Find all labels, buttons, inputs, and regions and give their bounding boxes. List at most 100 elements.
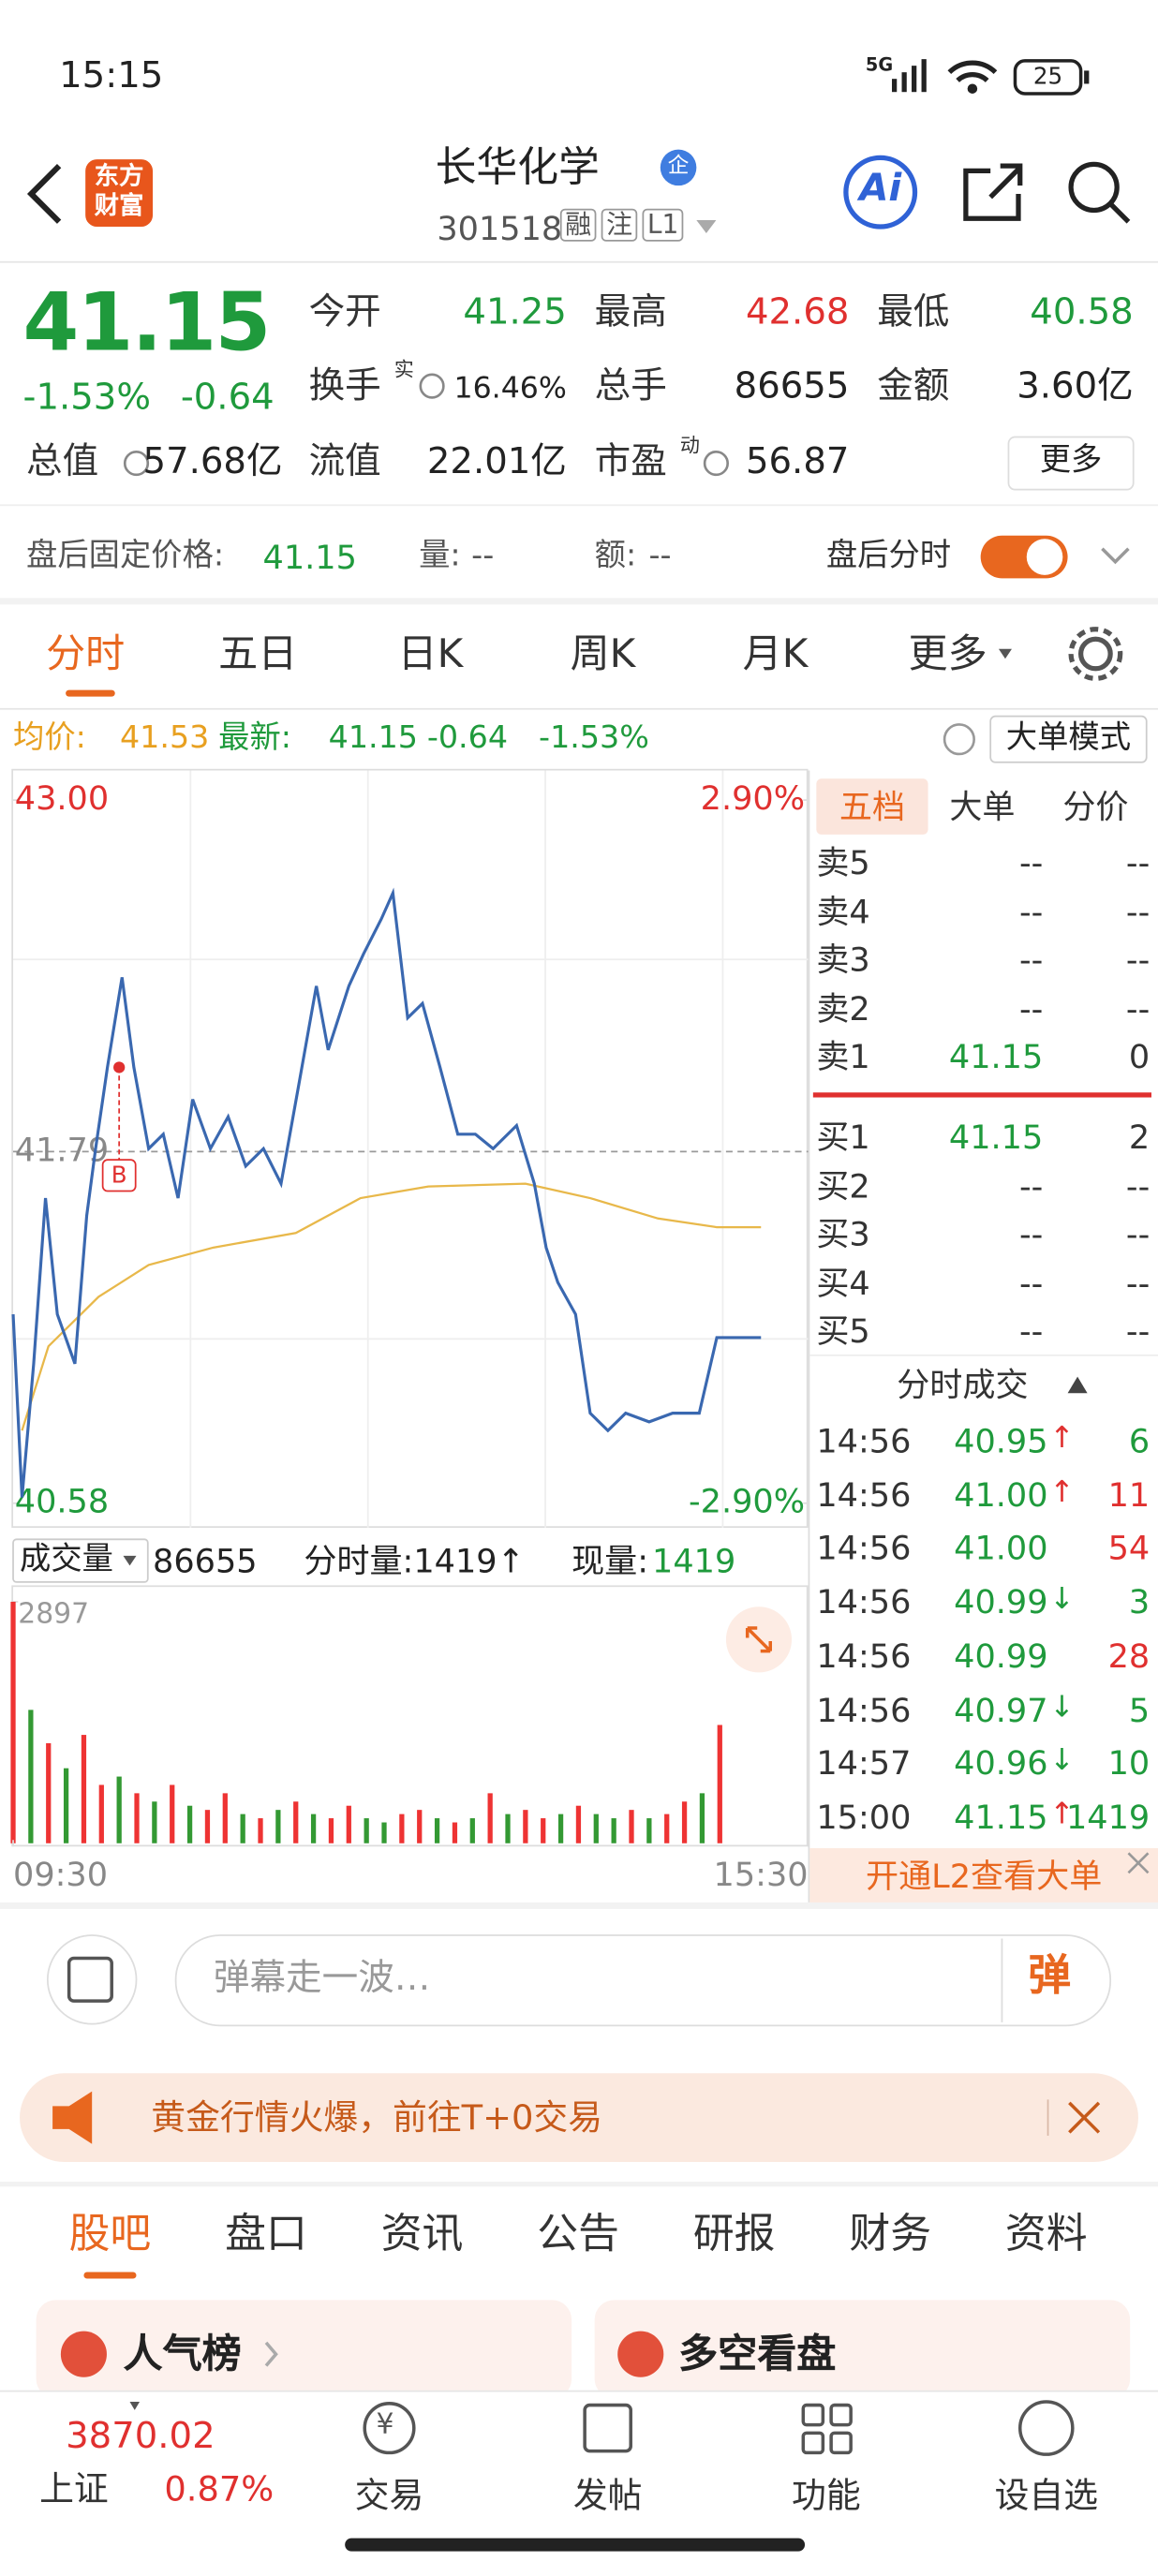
- section-tab[interactable]: 盘口: [225, 2209, 307, 2258]
- nav-item[interactable]: 功能: [792, 2475, 861, 2516]
- book-level: 卖1: [816, 1036, 870, 1076]
- tab[interactable]: 日K: [397, 630, 464, 677]
- promo-banner[interactable]: [20, 2073, 1138, 2163]
- last-price: 41.15: [328, 719, 419, 756]
- now-label: 现量:: [572, 1541, 649, 1581]
- volume-bar: [541, 1818, 546, 1843]
- volume-bar: [487, 1793, 493, 1843]
- card[interactable]: [594, 2300, 1131, 2399]
- comment-input[interactable]: [174, 1934, 1112, 2027]
- signal-bar: [901, 72, 907, 93]
- trades-title[interactable]: 分时成交: [897, 1365, 1029, 1405]
- marker-box: [101, 1159, 137, 1192]
- field-label: 最低: [877, 292, 950, 334]
- l2-label[interactable]: 开通L2查看大单: [866, 1856, 1103, 1896]
- comment-icon-button[interactable]: [46, 1934, 138, 2025]
- close-icon[interactable]: [1127, 1852, 1150, 1874]
- info-icon[interactable]: [419, 373, 445, 399]
- dropdown-icon[interactable]: [696, 220, 717, 234]
- chevron[interactable]: [1101, 547, 1130, 565]
- nav-item[interactable]: 发帖: [572, 2475, 643, 2516]
- tab[interactable]: 周K: [570, 630, 636, 677]
- index-change[interactable]: 0.87%: [164, 2468, 275, 2509]
- search-icon[interactable]: [1068, 161, 1120, 214]
- trade-volume: 54: [1107, 1528, 1151, 1568]
- share-icon[interactable]: [963, 163, 1023, 221]
- section-tab[interactable]: 资讯: [380, 2209, 464, 2258]
- index-name[interactable]: 上证: [39, 2468, 109, 2509]
- l2-banner[interactable]: [809, 1848, 1158, 1902]
- book-volume: --: [1125, 891, 1151, 931]
- book-level: 买2: [816, 1165, 870, 1206]
- section-tab[interactable]: 公告: [537, 2209, 619, 2258]
- card-title[interactable]: 人气榜: [123, 2331, 242, 2377]
- card[interactable]: [36, 2300, 572, 2399]
- info-icon[interactable]: [123, 450, 150, 477]
- book-price: --: [1018, 891, 1044, 931]
- more-label[interactable]: 更多: [1039, 441, 1103, 479]
- field-value: 41.25: [463, 292, 567, 334]
- field-label: 总手: [594, 366, 667, 407]
- book-price: --: [1018, 1310, 1044, 1351]
- book-price: 41.15: [948, 1117, 1044, 1157]
- volume-label[interactable]: 成交量: [20, 1541, 113, 1577]
- close-icon[interactable]: [1068, 2101, 1101, 2134]
- settings-icon[interactable]: [1077, 636, 1113, 672]
- home-indicator: [345, 2538, 806, 2552]
- volume-bar: [434, 1818, 440, 1843]
- active-tab[interactable]: [816, 778, 928, 835]
- ai-button[interactable]: [843, 155, 918, 229]
- card-title[interactable]: 多空看盘: [678, 2331, 837, 2377]
- volume-bar: [505, 1814, 511, 1843]
- field-superscript: 动: [679, 434, 700, 457]
- index-value[interactable]: 3870.02: [66, 2416, 215, 2458]
- mode-label[interactable]: 大单模式: [1005, 719, 1132, 756]
- book-tab[interactable]: 五档: [839, 787, 906, 827]
- volume-bar: [629, 1810, 634, 1843]
- marker-dot: [113, 1061, 126, 1073]
- volume-bar: [28, 1710, 34, 1843]
- toggle-label: 盘后分时: [825, 537, 952, 574]
- trade-icon[interactable]: [363, 2402, 416, 2455]
- help-icon[interactable]: [943, 723, 975, 756]
- section-tab[interactable]: 资料: [1004, 2209, 1088, 2258]
- tab[interactable]: 五日: [218, 630, 298, 677]
- info-icon[interactable]: [703, 450, 729, 477]
- nav-item[interactable]: 交易: [354, 2475, 424, 2516]
- trade-volume: 1419: [1065, 1797, 1151, 1837]
- volume-bar: [222, 1793, 228, 1843]
- tab[interactable]: 月K: [742, 630, 809, 677]
- back-icon[interactable]: [26, 163, 62, 224]
- function-icon[interactable]: [801, 2403, 853, 2455]
- trade-price: 40.97: [954, 1689, 1048, 1729]
- post-icon[interactable]: [583, 2403, 632, 2453]
- volume-bar: [116, 1776, 122, 1843]
- field-label: 金额: [877, 366, 950, 407]
- comment-placeholder[interactable]: 弹幕走一波…: [213, 1958, 431, 2000]
- danmaku-button[interactable]: 弹: [1028, 1951, 1072, 2002]
- volume-select[interactable]: [12, 1538, 149, 1583]
- field-superscript: 实: [393, 358, 414, 381]
- watchlist-icon[interactable]: [1017, 2400, 1075, 2456]
- trade-volume: 10: [1107, 1743, 1151, 1784]
- tab[interactable]: 分时: [46, 630, 126, 677]
- tab[interactable]: 更多: [908, 630, 987, 677]
- section-tab[interactable]: 财务: [849, 2209, 932, 2258]
- banner-text[interactable]: 黄金行情火爆，前往T+0交易: [151, 2097, 603, 2138]
- book-level: 卖3: [816, 940, 870, 980]
- ai-label[interactable]: Ai: [859, 167, 902, 211]
- book-tab[interactable]: 分价: [1062, 787, 1129, 827]
- book-price: --: [1018, 987, 1044, 1029]
- settings-teeth: [1068, 627, 1123, 681]
- book-tab[interactable]: 大单: [949, 787, 1016, 827]
- section-tab[interactable]: 研报: [692, 2209, 776, 2258]
- more-button[interactable]: [1007, 436, 1135, 491]
- trade-price: 40.96: [954, 1743, 1048, 1784]
- divider: [0, 504, 1158, 507]
- section-tab[interactable]: 股吧: [68, 2209, 152, 2258]
- volume-bar: [152, 1801, 157, 1843]
- app-logo[interactable]: [85, 159, 154, 228]
- trade-arrow: ↓: [1049, 1743, 1075, 1778]
- mode-button[interactable]: [989, 715, 1148, 763]
- nav-item[interactable]: 设自选: [994, 2475, 1099, 2516]
